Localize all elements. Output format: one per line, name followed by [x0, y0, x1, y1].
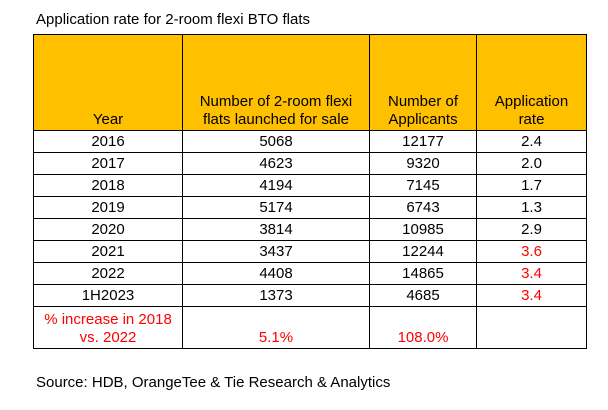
cell-rate-highlight: 3.6: [476, 240, 587, 263]
cell-year: 2019: [33, 196, 183, 219]
table-row: 2019 5174 6743 1.3: [33, 196, 587, 219]
cell-applicants: 7145: [369, 174, 477, 197]
header-flats-launched: Number of 2-room flexi flats launched fo…: [182, 34, 370, 131]
cell-applicants: 6743: [369, 196, 477, 219]
increase-label-line2: vs. 2022: [79, 329, 137, 346]
cell-applicants: 4685: [369, 284, 477, 307]
cell-rate-highlight: 3.4: [476, 284, 587, 307]
table-row: 2020 3814 10985 2.9: [33, 218, 587, 241]
cell-rate: 1.3: [476, 196, 587, 219]
table-row: 1H2023 1373 4685 3.4: [33, 284, 587, 307]
header-application-rate: Application rate: [476, 34, 587, 131]
cell-year: 2021: [33, 240, 183, 263]
cell-applicants: 10985: [369, 218, 477, 241]
increase-row: % increase in 2018 vs. 2022 5.1% 108.0%: [33, 306, 587, 349]
table-row: 2016 5068 12177 2.4: [33, 130, 587, 153]
source-note: Source: HDB, OrangeTee & Tie Research & …: [36, 374, 391, 391]
header-flats-line1: Number of 2-room flexi: [199, 93, 353, 110]
header-rate-line1: Application: [494, 93, 569, 110]
cell-flats: 4623: [182, 152, 370, 175]
header-flats-line2: flats launched for sale: [203, 111, 349, 128]
cell-applicants: 14865: [369, 262, 477, 285]
header-applicants-line1: Number of: [387, 93, 459, 110]
cell-applicants: 9320: [369, 152, 477, 175]
cell-flats: 4194: [182, 174, 370, 197]
table-row: 2017 4623 9320 2.0: [33, 152, 587, 175]
header-applicants: Number of Applicants: [369, 34, 477, 131]
cell-flats: 5068: [182, 130, 370, 153]
header-rate-line2: rate: [518, 111, 545, 128]
cell-year: 1H2023: [33, 284, 183, 307]
increase-flats: 5.1%: [182, 306, 370, 349]
cell-rate: 1.7: [476, 174, 587, 197]
increase-label: % increase in 2018 vs. 2022: [33, 306, 183, 349]
cell-rate: 2.9: [476, 218, 587, 241]
increase-rate-empty: [476, 306, 587, 349]
cell-flats: 4408: [182, 262, 370, 285]
cell-applicants: 12244: [369, 240, 477, 263]
cell-rate-highlight: 3.4: [476, 262, 587, 285]
cell-rate: 2.4: [476, 130, 587, 153]
header-applicants-line2: Applicants: [388, 111, 458, 128]
table-row: 2022 4408 14865 3.4: [33, 262, 587, 285]
cell-rate: 2.0: [476, 152, 587, 175]
cell-year: 2017: [33, 152, 183, 175]
cell-flats: 3437: [182, 240, 370, 263]
increase-label-line1: % increase in 2018: [44, 311, 172, 328]
application-rate-table: Year Number of 2-room flexi flats launch…: [33, 34, 587, 349]
table-row: 2018 4194 7145 1.7: [33, 174, 587, 197]
cell-year: 2016: [33, 130, 183, 153]
header-year: Year: [33, 34, 183, 131]
cell-year: 2020: [33, 218, 183, 241]
increase-applicants: 108.0%: [369, 306, 477, 349]
table-title: Application rate for 2-room flexi BTO fl…: [36, 11, 310, 28]
header-row: Year Number of 2-room flexi flats launch…: [33, 34, 587, 131]
cell-year: 2022: [33, 262, 183, 285]
cell-flats: 1373: [182, 284, 370, 307]
cell-year: 2018: [33, 174, 183, 197]
cell-flats: 3814: [182, 218, 370, 241]
table-row: 2021 3437 12244 3.6: [33, 240, 587, 263]
cell-flats: 5174: [182, 196, 370, 219]
cell-applicants: 12177: [369, 130, 477, 153]
